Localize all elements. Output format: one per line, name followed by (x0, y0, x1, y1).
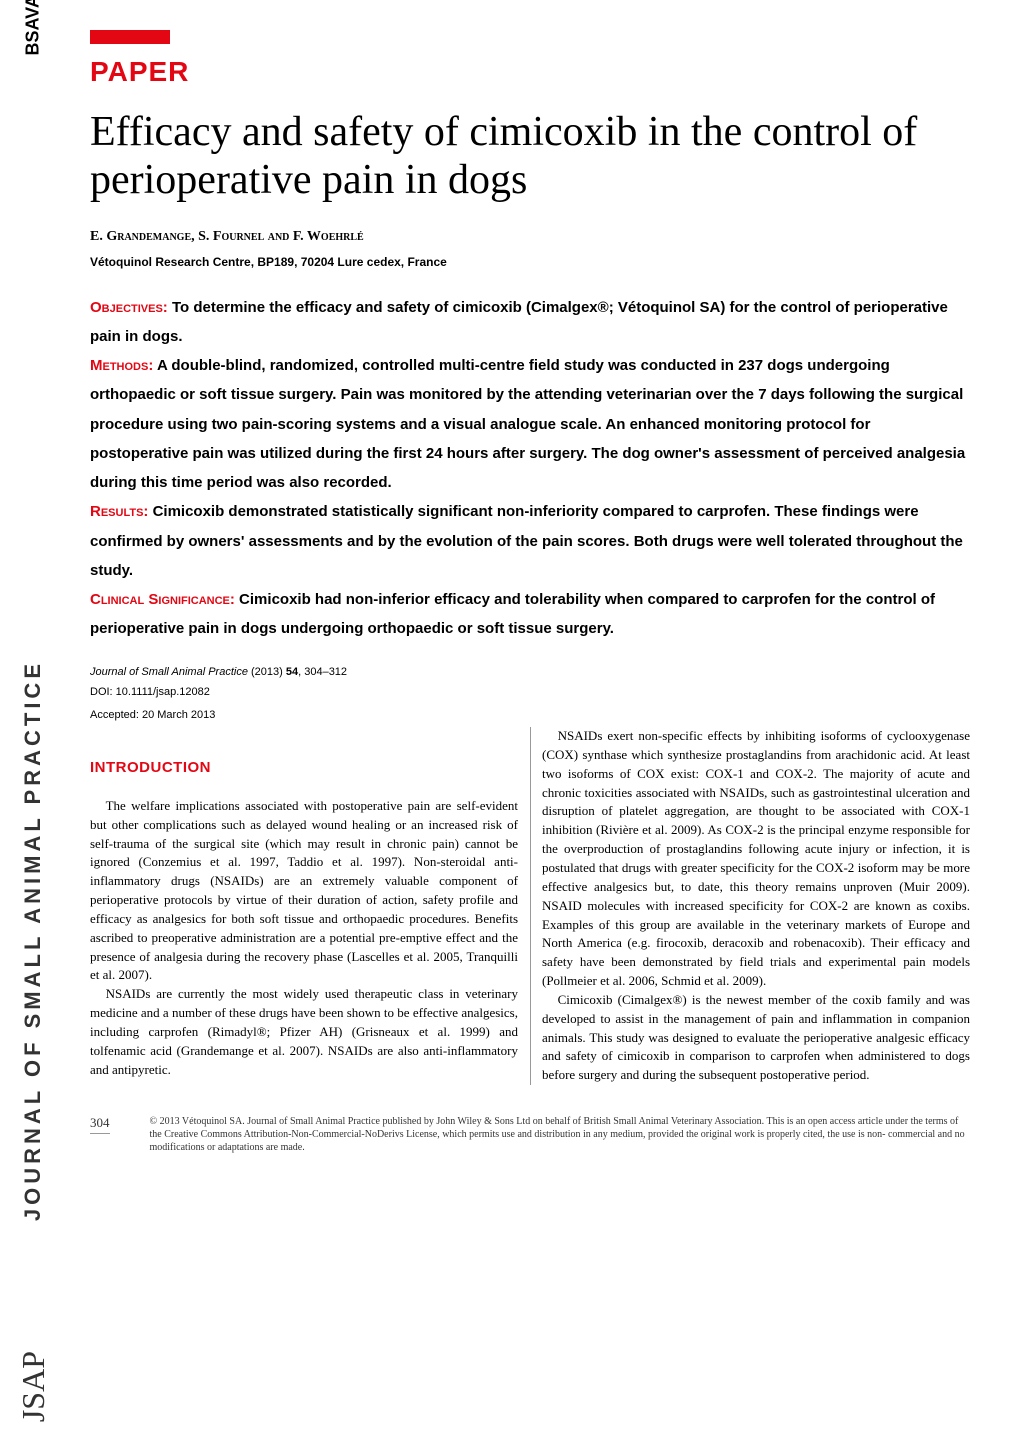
paper-section-label: PAPER (90, 56, 970, 88)
body-paragraph-2: NSAIDs are currently the most widely use… (90, 985, 518, 1079)
bsava-badge-text: BSAVA (23, 6, 44, 56)
affiliation: Vétoquinol Research Centre, BP189, 70204… (90, 255, 970, 269)
clinical-label: Clinical Significance: (90, 591, 235, 608)
results-text: Cimicoxib demonstrated statistically sig… (90, 503, 963, 579)
citation-volume: 54 (286, 666, 298, 678)
page-number: 304 (90, 1115, 110, 1134)
article-title: Efficacy and safety of cimicoxib in the … (90, 108, 970, 205)
results-label: Results: (90, 503, 148, 520)
bsava-logo: BSAVA (8, 20, 58, 80)
introduction-heading: INTRODUCTION (90, 757, 518, 779)
body-text-columns: INTRODUCTION The welfare implications as… (90, 727, 970, 1085)
body-paragraph-4: Cimicoxib (Cimalgex®) is the newest memb… (542, 991, 970, 1085)
accent-bar (90, 30, 170, 44)
page-container: BSAVA JOURNAL OF SMALL ANIMAL PRACTICE J… (0, 0, 1020, 1442)
abstract-block: Objectives: To determine the efficacy an… (90, 293, 970, 644)
main-content: PAPER Efficacy and safety of cimicoxib i… (70, 0, 1020, 1442)
journal-name-vertical: JOURNAL OF SMALL ANIMAL PRACTICE (20, 660, 46, 1221)
citation-doi: DOI: 10.1111/jsap.12082 (90, 684, 970, 701)
citation-accepted: Accepted: 20 March 2013 (90, 707, 970, 724)
citation-journal: Journal of Small Animal Practice (90, 666, 248, 678)
abstract-objectives: Objectives: To determine the efficacy an… (90, 293, 970, 352)
citation-block: Journal of Small Animal Practice (2013) … (90, 664, 970, 681)
jsap-label: JSAP (15, 1351, 52, 1422)
abstract-methods: Methods: A double-blind, randomized, con… (90, 351, 970, 497)
author-list: E. Grandemange, S. Fournel and F. Woehrl… (90, 229, 970, 245)
body-paragraph-1: The welfare implications associated with… (90, 797, 518, 985)
abstract-clinical: Clinical Significance: Cimicoxib had non… (90, 585, 970, 644)
abstract-results: Results: Cimicoxib demonstrated statisti… (90, 497, 970, 585)
objectives-label: Objectives: (90, 299, 168, 316)
left-sidebar: BSAVA JOURNAL OF SMALL ANIMAL PRACTICE J… (0, 0, 70, 1442)
body-paragraph-3: NSAIDs exert non-specific effects by inh… (542, 727, 970, 991)
objectives-text: To determine the efficacy and safety of … (90, 299, 948, 345)
page-footer: 304 © 2013 Vétoquinol SA. Journal of Sma… (90, 1115, 970, 1154)
methods-label: Methods: (90, 357, 153, 374)
copyright-text: © 2013 Vétoquinol SA. Journal of Small A… (150, 1115, 971, 1154)
methods-text: A double-blind, randomized, controlled m… (90, 357, 965, 491)
